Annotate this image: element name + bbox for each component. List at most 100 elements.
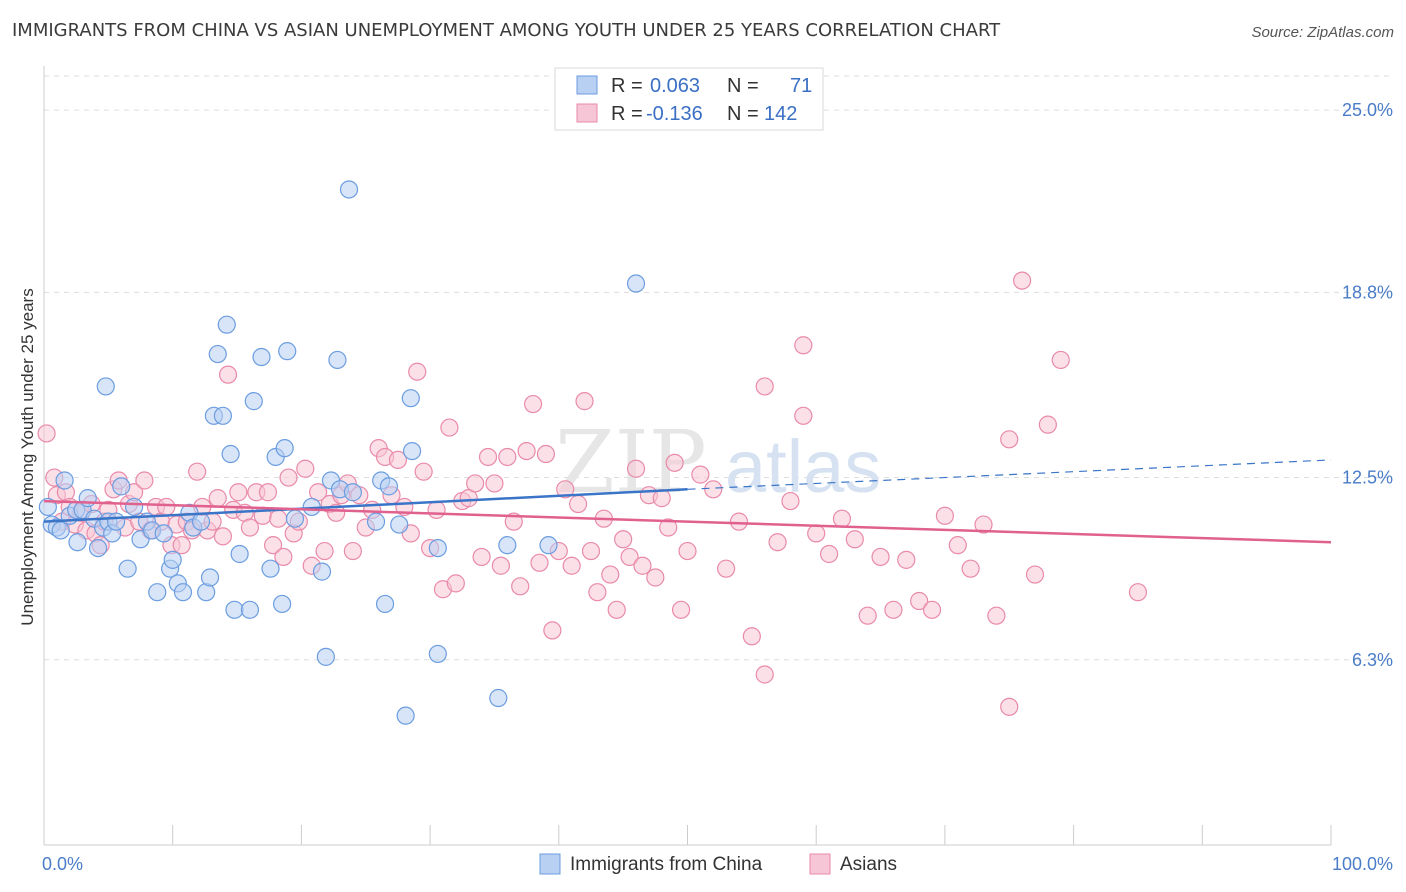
axes <box>43 66 1332 846</box>
asians-point-93 <box>569 494 588 514</box>
asians-point-36 <box>218 365 238 384</box>
legend-swatch-china <box>576 75 598 95</box>
asians-point-111 <box>691 465 710 484</box>
asians-point-138 <box>1038 415 1057 434</box>
asians-point-119 <box>794 406 813 425</box>
asians-point-127 <box>897 550 916 569</box>
y-tick-label-1: 12.5% <box>1342 468 1393 488</box>
china-point-24 <box>154 524 173 543</box>
asians-point-101 <box>620 547 639 567</box>
asians-point-131 <box>948 536 967 555</box>
china-points <box>38 180 646 725</box>
asians-point-34 <box>208 489 227 508</box>
asians-point-40 <box>240 518 260 537</box>
asians-point-78 <box>472 547 491 567</box>
china-point-61 <box>379 477 399 496</box>
asians-point-109 <box>671 600 691 619</box>
asians-point-128 <box>910 591 929 611</box>
china-point-0 <box>38 497 57 517</box>
asians-point-45 <box>269 509 288 528</box>
china-point-51 <box>312 562 332 581</box>
x-tick-label-1: 100.0% <box>1332 854 1393 874</box>
legend-r-label-1: R = <box>611 75 643 97</box>
bottom-legend-label-asians: Asians <box>840 854 897 875</box>
china-point-44 <box>261 559 280 578</box>
bottom-legend-swatch-asians <box>809 853 831 875</box>
y-axis-title: Unemployment Among Youth under 25 years <box>18 288 37 625</box>
x-tick-labels: 0.0% 100.0% <box>42 854 1393 874</box>
china-point-52 <box>316 647 335 666</box>
asians-point-132 <box>961 559 980 578</box>
legend-r-value-1: 0.063 <box>650 75 700 97</box>
asians-point-43 <box>258 483 278 502</box>
asians-point-100 <box>614 530 633 549</box>
china-point-48 <box>278 342 297 361</box>
asians-point-134 <box>987 606 1006 625</box>
china-point-58 <box>366 512 386 531</box>
asians-point-133 <box>974 515 993 534</box>
bottom-legend-swatch-china <box>539 853 561 875</box>
asians-point-136 <box>1013 271 1032 290</box>
asians-point-113 <box>717 559 736 578</box>
asians-point-139 <box>1051 350 1070 370</box>
asians-point-30 <box>188 462 207 481</box>
asians-point-79 <box>478 447 498 467</box>
china-point-60 <box>375 594 395 614</box>
legend-n-value-1: 71 <box>790 75 812 97</box>
china-point-26 <box>163 550 182 569</box>
china-point-47 <box>275 439 294 458</box>
asians-point-98 <box>601 565 620 584</box>
china-point-46 <box>272 594 292 614</box>
asians-point-122 <box>832 509 852 528</box>
asians-point-81 <box>491 556 510 575</box>
china-trend-line <box>43 488 688 523</box>
china-trend-line-projected <box>687 459 1332 490</box>
asians-point-35 <box>213 527 232 546</box>
china-point-33 <box>200 568 220 587</box>
asians-point-89 <box>543 621 562 640</box>
watermark-atlas: atlas <box>725 425 881 508</box>
asians-point-108 <box>665 453 684 472</box>
asians-point-120 <box>807 524 826 543</box>
asians-point-50 <box>296 459 315 478</box>
china-point-3 <box>51 521 70 540</box>
china-point-7 <box>68 533 87 552</box>
asians-point-86 <box>523 394 543 414</box>
legend: R = 0.063 N = 71 R = -0.136 N = 142 <box>554 67 824 131</box>
asians-point-95 <box>581 541 601 561</box>
china-point-28 <box>173 583 193 602</box>
legend-r-value-2: -0.136 <box>646 103 703 125</box>
asians-point-129 <box>922 600 942 619</box>
asians-point-125 <box>871 547 890 567</box>
asians-point-46 <box>274 547 293 567</box>
china-point-71 <box>626 274 646 293</box>
asians-point-106 <box>652 489 671 508</box>
asians-point-65 <box>388 450 408 470</box>
china-point-65 <box>402 441 422 461</box>
china-point-16 <box>106 512 126 531</box>
china-point-40 <box>230 544 249 564</box>
china-point-4 <box>55 471 74 490</box>
legend-r-label-2: R = <box>611 103 643 125</box>
asians-point-143 <box>755 665 774 684</box>
asians-point-110 <box>678 541 697 561</box>
bottom-legend: Immigrants from China Asians <box>539 853 897 875</box>
legend-n-value-2: 142 <box>764 103 797 125</box>
asians-point-87 <box>530 553 549 572</box>
asians-point-103 <box>633 556 652 575</box>
grid-lines <box>44 75 1391 661</box>
legend-swatch-asians <box>576 103 598 123</box>
asians-point-53 <box>315 541 334 561</box>
china-point-42 <box>244 392 263 411</box>
china-point-43 <box>252 347 271 367</box>
asians-point-116 <box>755 377 774 396</box>
asians-point-112 <box>704 480 723 499</box>
china-point-49 <box>285 509 305 528</box>
chart-source: Source: ZipAtlas.com <box>1251 24 1394 41</box>
asians-point-20 <box>135 471 154 490</box>
china-point-35 <box>208 344 227 364</box>
asians-point-82 <box>498 447 517 467</box>
asians-point-24 <box>157 497 176 517</box>
asians-point-71 <box>427 500 446 519</box>
